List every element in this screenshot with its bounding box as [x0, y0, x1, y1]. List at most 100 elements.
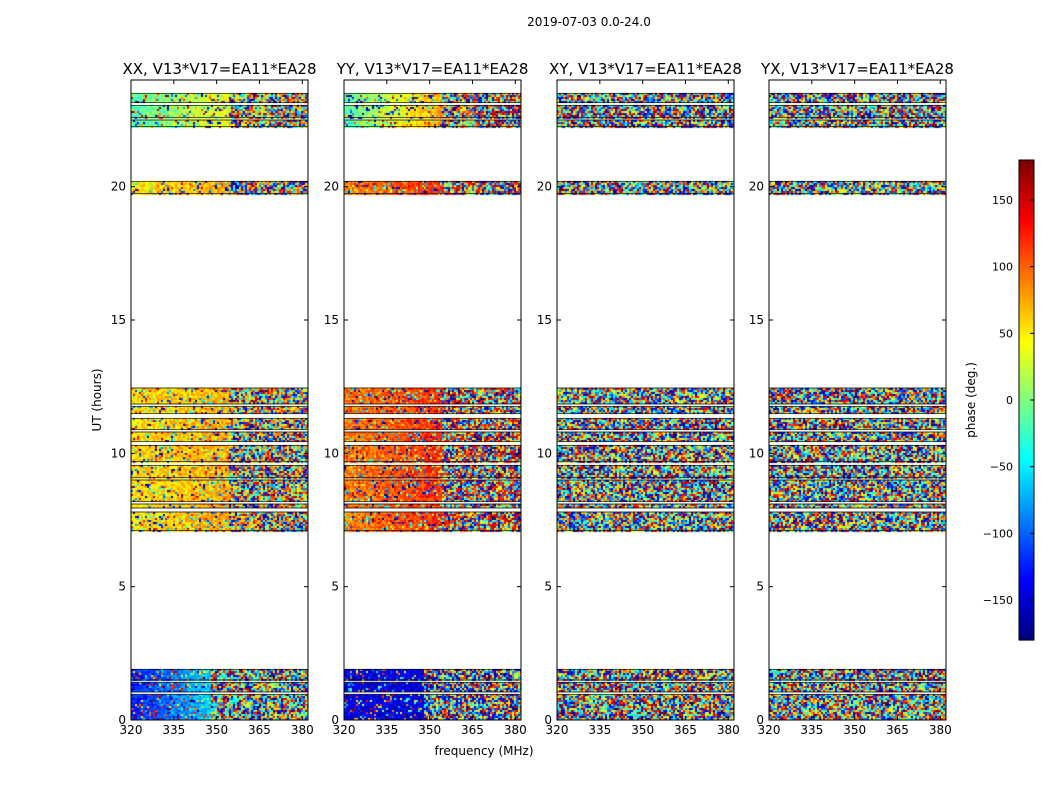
y-tick-label: 0 [118, 713, 126, 727]
colorbar-swatch [1019, 464, 1034, 469]
panel-1: XX, V13*V17=EA11*EA28 320 335 350 365 380 0 5 10… [111, 60, 317, 737]
colorbar-swatch [1019, 448, 1034, 453]
x-tick-label: 335 [375, 723, 398, 737]
colorbar-swatch [1019, 232, 1034, 237]
colorbar-swatch [1019, 628, 1034, 633]
colorbar-swatch [1019, 588, 1034, 593]
colorbar-swatch [1019, 260, 1034, 265]
panel-title: YY, V13*V17=EA11*EA28 [336, 60, 529, 78]
colorbar-swatch [1019, 292, 1034, 297]
colorbar-swatch [1019, 220, 1034, 225]
y-tick-label: 0 [544, 713, 552, 727]
colorbar-swatch [1019, 280, 1034, 285]
colorbar-tick-label: −100 [983, 527, 1013, 540]
colorbar-swatch [1019, 388, 1034, 393]
colorbar-swatch [1019, 248, 1034, 253]
panel-frame [556, 79, 735, 721]
colorbar-swatch [1019, 568, 1034, 573]
figure-title: 2019-07-03 0.0-24.0 [527, 15, 651, 29]
colorbar-swatch [1019, 460, 1034, 465]
colorbar-swatch [1019, 348, 1034, 353]
colorbar-swatch [1019, 540, 1034, 545]
colorbar-swatch [1019, 468, 1034, 473]
colorbar-swatch [1019, 560, 1034, 565]
colorbar-swatch [1019, 212, 1034, 217]
colorbar-swatch [1019, 356, 1034, 361]
colorbar-swatch [1019, 192, 1034, 197]
y-tick-label: 10 [111, 446, 126, 460]
colorbar-swatch [1019, 552, 1034, 557]
colorbar-swatch [1019, 632, 1034, 637]
colorbar-swatch [1019, 472, 1034, 477]
colorbar-tick-label: 50 [999, 327, 1013, 340]
y-tick-label: 15 [111, 313, 126, 327]
colorbar-swatch [1019, 584, 1034, 589]
x-tick-label: 380 [504, 723, 527, 737]
panel-frame [343, 79, 522, 721]
x-tick-label: 335 [588, 723, 611, 737]
colorbar-swatch [1019, 596, 1034, 601]
x-tick-label: 380 [717, 723, 740, 737]
colorbar-swatch [1019, 592, 1034, 597]
colorbar-swatch [1019, 488, 1034, 493]
panel-title: XX, V13*V17=EA11*EA28 [122, 60, 316, 78]
x-tick-label: 335 [800, 723, 823, 737]
x-tick-label: 365 [248, 723, 271, 737]
colorbar-swatch [1019, 620, 1034, 625]
colorbar-swatch [1019, 508, 1034, 513]
colorbar-swatch [1019, 408, 1034, 413]
colorbar-tick-label: −50 [990, 461, 1013, 474]
y-tick-label: 5 [331, 580, 339, 594]
y-tick-label: 20 [111, 180, 126, 194]
colorbar-swatch [1019, 608, 1034, 613]
x-tick-label: 350 [205, 723, 228, 737]
panel-3: XY, V13*V17=EA11*EA28 320 335 350 365 380 0 5 10… [537, 60, 742, 737]
colorbar-swatch [1019, 336, 1034, 341]
colorbar-swatch [1019, 492, 1034, 497]
colorbar-swatch [1019, 264, 1034, 269]
x-tick-label: 320 [333, 723, 356, 737]
colorbar-swatch [1019, 176, 1034, 181]
colorbar-swatch [1019, 288, 1034, 293]
panel-frame [768, 79, 947, 721]
colorbar-swatch [1019, 308, 1034, 313]
heatmap-image-1 [131, 80, 308, 720]
colorbar-swatch [1019, 400, 1034, 405]
colorbar-swatch [1019, 496, 1034, 501]
y-tick-label: 20 [324, 180, 339, 194]
colorbar-swatch [1019, 444, 1034, 449]
colorbar-swatch [1019, 376, 1034, 381]
colorbar-swatch [1019, 364, 1034, 369]
colorbar-swatch [1019, 616, 1034, 621]
colorbar-swatch [1019, 600, 1034, 605]
colorbar-swatch [1019, 412, 1034, 417]
colorbar-swatch [1019, 564, 1034, 569]
x-tick-label: 365 [674, 723, 697, 737]
colorbar-swatch [1019, 524, 1034, 529]
panel-4: YX, V13*V17=EA11*EA28 320 335 350 365 380 0 5 10… [749, 60, 954, 737]
colorbar-swatch [1019, 216, 1034, 221]
colorbar-swatch [1019, 480, 1034, 485]
y-tick-label: 20 [537, 180, 552, 194]
colorbar-swatch [1019, 572, 1034, 577]
x-tick-label: 380 [291, 723, 314, 737]
y-tick-label: 15 [537, 313, 552, 327]
colorbar-swatch [1019, 604, 1034, 609]
y-tick-label: 20 [749, 180, 764, 194]
x-tick-label: 365 [461, 723, 484, 737]
colorbar-label: phase (deg.) [964, 362, 978, 438]
colorbar-swatch [1019, 360, 1034, 365]
colorbar-swatch [1019, 520, 1034, 525]
colorbar-swatch [1019, 576, 1034, 581]
colorbar-swatch [1019, 332, 1034, 337]
panel-frame [130, 79, 309, 721]
colorbar-swatch [1019, 320, 1034, 325]
colorbar-swatch [1019, 256, 1034, 261]
colorbar-swatch [1019, 300, 1034, 305]
colorbar: −150 −100 −50 0 50 100 150 [983, 159, 1035, 641]
colorbar-swatch [1019, 196, 1034, 201]
colorbar-swatch [1019, 304, 1034, 309]
y-tick-label: 10 [749, 446, 764, 460]
y-axis-label: UT (hours) [90, 368, 104, 431]
